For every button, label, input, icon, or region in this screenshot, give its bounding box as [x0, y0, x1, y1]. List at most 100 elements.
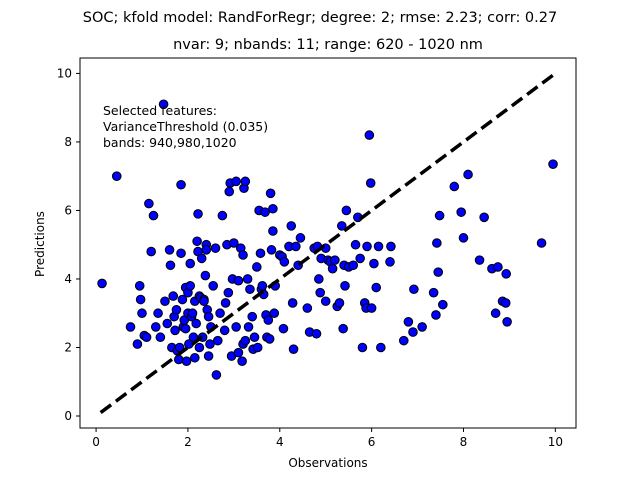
y-axis-label: Predictions — [33, 211, 47, 277]
data-point — [223, 287, 234, 298]
data-point — [240, 176, 251, 187]
data-point — [458, 233, 469, 243]
data-point — [449, 181, 460, 192]
data-point — [264, 334, 275, 344]
y-axis-ticks: 0 2 4 6 8 10 — [57, 66, 80, 423]
x-tick-label: 4 — [276, 435, 284, 449]
x-tick-label: 6 — [368, 435, 376, 449]
data-point — [160, 296, 170, 307]
data-point — [279, 257, 290, 267]
data-point — [330, 255, 340, 265]
data-point — [398, 335, 409, 346]
annotation-line-2: VarianceThreshold (0.035) — [103, 119, 268, 134]
data-point — [288, 344, 299, 355]
data-point — [185, 258, 196, 269]
data-point — [185, 281, 196, 291]
data-point — [215, 308, 225, 319]
data-point — [247, 311, 258, 322]
data-point — [355, 253, 365, 264]
data-point — [208, 281, 218, 291]
data-point — [438, 299, 448, 310]
data-point — [212, 335, 223, 346]
data-point — [176, 248, 186, 259]
data-point — [314, 274, 324, 284]
data-point — [220, 298, 231, 308]
data-point — [433, 267, 444, 277]
data-point — [233, 275, 244, 286]
data-point — [194, 342, 205, 353]
data-point — [237, 356, 247, 366]
data-point — [217, 210, 228, 221]
data-point — [502, 316, 512, 327]
data-point — [493, 262, 503, 272]
annotation-line-3: bands: 940,980,1020 — [103, 135, 237, 150]
x-tick-label: 2 — [184, 435, 192, 449]
data-point — [263, 315, 274, 325]
data-point — [181, 356, 192, 366]
data-point — [320, 296, 331, 307]
data-point — [199, 296, 209, 307]
data-point — [286, 221, 297, 231]
data-point — [229, 238, 239, 248]
data-point — [265, 188, 276, 199]
data-point — [463, 169, 473, 180]
data-point — [269, 308, 280, 319]
data-point — [291, 241, 301, 252]
y-tick-label: 4 — [64, 272, 72, 286]
data-point — [249, 332, 260, 343]
data-point — [266, 245, 277, 255]
data-point — [200, 270, 211, 281]
data-point — [171, 305, 182, 315]
y-tick-label: 10 — [57, 66, 72, 80]
data-point — [336, 221, 347, 231]
data-point — [362, 241, 372, 252]
data-point — [376, 342, 386, 353]
data-point — [231, 176, 241, 187]
data-point — [490, 308, 501, 319]
data-point — [245, 284, 255, 295]
data-point — [431, 310, 441, 320]
data-point — [255, 248, 266, 259]
data-point — [176, 179, 186, 190]
y-tick-label: 6 — [64, 203, 72, 217]
data-point — [403, 316, 414, 327]
data-point — [158, 99, 169, 110]
plot-area — [79, 57, 577, 429]
chart-title: SOC; kfold model: RandForRegr; degree: 2… — [83, 10, 557, 26]
data-point — [201, 245, 212, 255]
data-point — [242, 274, 253, 284]
data-point — [132, 339, 143, 349]
y-tick-label: 0 — [64, 409, 72, 423]
x-tick-label: 10 — [548, 435, 563, 449]
data-point — [268, 203, 278, 214]
data-point — [144, 198, 154, 209]
data-point — [148, 210, 159, 221]
x-axis-ticks: 0 2 4 6 8 10 — [92, 428, 563, 449]
data-point — [338, 323, 348, 334]
data-point — [224, 186, 235, 197]
data-point — [134, 281, 145, 291]
data-point — [211, 370, 222, 380]
data-point — [252, 262, 262, 272]
data-point — [135, 294, 146, 305]
data-point — [125, 322, 136, 332]
data-point — [233, 347, 244, 358]
data-point — [268, 226, 278, 236]
data-point — [231, 322, 241, 332]
data-point — [350, 239, 361, 250]
data-point — [170, 325, 180, 336]
data-point — [385, 257, 395, 267]
data-point — [203, 351, 214, 361]
data-point — [196, 253, 207, 264]
data-point — [238, 250, 248, 260]
data-point — [141, 332, 152, 343]
y-tick-label: 2 — [64, 340, 72, 354]
data-point — [146, 246, 156, 257]
data-point — [205, 339, 215, 349]
data-point — [240, 335, 251, 346]
y-tick-label: 8 — [64, 135, 72, 149]
data-point — [111, 171, 122, 181]
data-point — [187, 308, 198, 319]
